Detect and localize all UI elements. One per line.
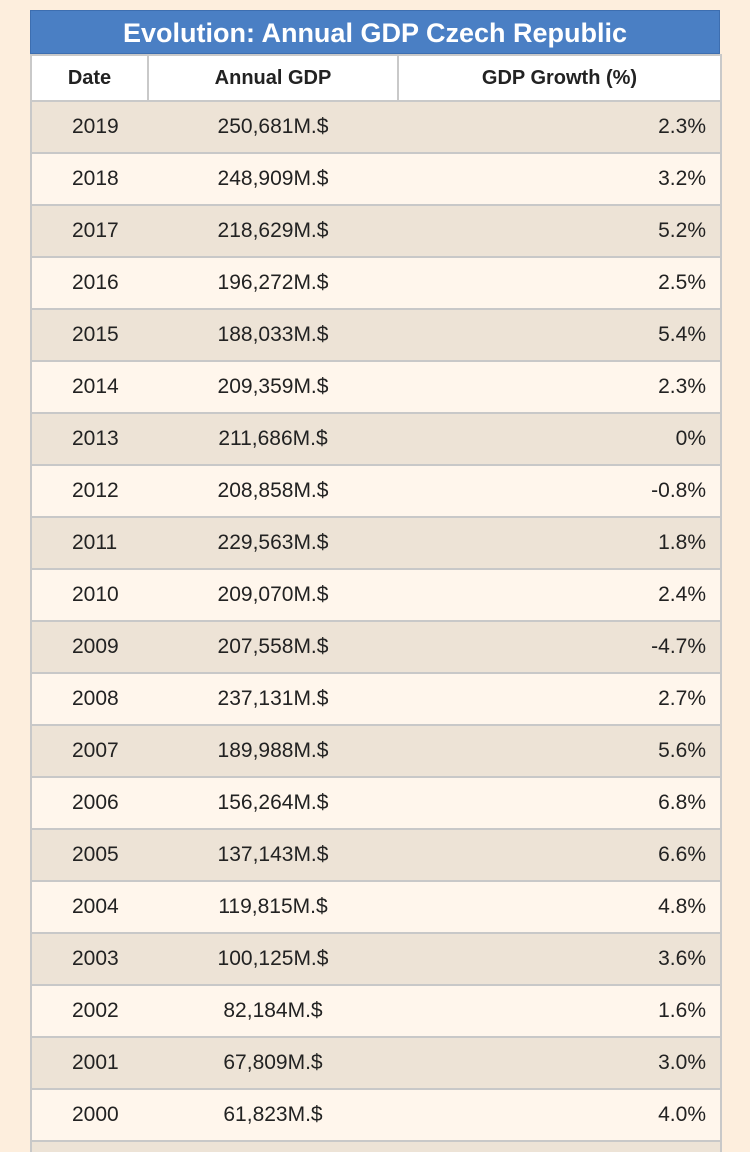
table-row: 2000 61,823M.$ 4.0% bbox=[30, 1088, 722, 1142]
table-row: 2018 248,909M.$ 3.2% bbox=[30, 152, 722, 206]
header-annual-gdp[interactable]: Annual GDP bbox=[147, 54, 399, 102]
gdp-growth-cell: 2.7% bbox=[398, 672, 722, 726]
annual-gdp-cell: 188,033M.$ bbox=[148, 308, 398, 362]
gdp-growth-cell: 5.6% bbox=[398, 724, 722, 778]
date-cell: 2010 bbox=[30, 568, 148, 622]
gdp-growth-cell: 6.8% bbox=[398, 776, 722, 830]
gdp-growth-cell: 5.2% bbox=[398, 204, 722, 258]
annual-gdp-cell: 211,686M.$ bbox=[148, 412, 398, 466]
table-body: 2019 250,681M.$ 2.3% 2018 248,909M.$ 3.2% 2017… bbox=[30, 100, 722, 1152]
annual-gdp-cell: 229,563M.$ bbox=[148, 516, 398, 570]
table-row: 2013 211,686M.$ 0% bbox=[30, 412, 722, 466]
header-gdp-growth[interactable]: GDP Growth (%) bbox=[397, 54, 722, 102]
table-row: 2017 218,629M.$ 5.2% bbox=[30, 204, 722, 258]
annual-gdp-cell: 248,909M.$ bbox=[148, 152, 398, 206]
annual-gdp-cell: 189,988M.$ bbox=[148, 724, 398, 778]
annual-gdp-cell: 207,558M.$ bbox=[148, 620, 398, 674]
date-cell: 2016 bbox=[30, 256, 148, 310]
header-date[interactable]: Date bbox=[30, 54, 149, 102]
annual-gdp-cell: 237,131M.$ bbox=[148, 672, 398, 726]
gdp-growth-cell: 3.2% bbox=[398, 152, 722, 206]
date-cell: 2019 bbox=[30, 100, 148, 154]
date-cell: 2017 bbox=[30, 204, 148, 258]
annual-gdp-cell: 82,184M.$ bbox=[148, 984, 398, 1038]
annual-gdp-cell: 218,629M.$ bbox=[148, 204, 398, 258]
annual-gdp-cell: 156,264M.$ bbox=[148, 776, 398, 830]
empty-cell bbox=[398, 1140, 722, 1152]
annual-gdp-cell: 137,143M.$ bbox=[148, 828, 398, 882]
gdp-growth-cell: -4.7% bbox=[398, 620, 722, 674]
gdp-growth-cell: 2.5% bbox=[398, 256, 722, 310]
gdp-growth-cell: 4.0% bbox=[398, 1088, 722, 1142]
gdp-growth-cell: -0.8% bbox=[398, 464, 722, 518]
date-cell: 2002 bbox=[30, 984, 148, 1038]
date-cell: 2004 bbox=[30, 880, 148, 934]
empty-cell bbox=[30, 1140, 148, 1152]
annual-gdp-cell: 196,272M.$ bbox=[148, 256, 398, 310]
gdp-growth-cell: 4.8% bbox=[398, 880, 722, 934]
table-row: 2016 196,272M.$ 2.5% bbox=[30, 256, 722, 310]
table-row: 2008 237,131M.$ 2.7% bbox=[30, 672, 722, 726]
table-row: 2015 188,033M.$ 5.4% bbox=[30, 308, 722, 362]
table-row-partial bbox=[30, 1140, 722, 1152]
date-cell: 2011 bbox=[30, 516, 148, 570]
table-title: Evolution: Annual GDP Czech Republic bbox=[30, 10, 720, 54]
date-cell: 2000 bbox=[30, 1088, 148, 1142]
date-cell: 2015 bbox=[30, 308, 148, 362]
gdp-growth-cell: 6.6% bbox=[398, 828, 722, 882]
date-cell: 2001 bbox=[30, 1036, 148, 1090]
annual-gdp-cell: 250,681M.$ bbox=[148, 100, 398, 154]
date-cell: 2014 bbox=[30, 360, 148, 414]
gdp-growth-cell: 2.4% bbox=[398, 568, 722, 622]
gdp-table: Date Annual GDP GDP Growth (%) 2019 250,6… bbox=[30, 54, 722, 1152]
empty-cell bbox=[148, 1140, 398, 1152]
table-row: 2014 209,359M.$ 2.3% bbox=[30, 360, 722, 414]
table-row: 2003 100,125M.$ 3.6% bbox=[30, 932, 722, 986]
table-header: Date Annual GDP GDP Growth (%) bbox=[30, 54, 722, 102]
table-row: 2007 189,988M.$ 5.6% bbox=[30, 724, 722, 778]
table-row: 2001 67,809M.$ 3.0% bbox=[30, 1036, 722, 1090]
header-row: Date Annual GDP GDP Growth (%) bbox=[30, 54, 722, 102]
annual-gdp-cell: 209,359M.$ bbox=[148, 360, 398, 414]
date-cell: 2005 bbox=[30, 828, 148, 882]
table-row: 2011 229,563M.$ 1.8% bbox=[30, 516, 722, 570]
annual-gdp-cell: 67,809M.$ bbox=[148, 1036, 398, 1090]
annual-gdp-cell: 209,070M.$ bbox=[148, 568, 398, 622]
table-row: 2009 207,558M.$ -4.7% bbox=[30, 620, 722, 674]
gdp-table-container: Evolution: Annual GDP Czech Republic Dat… bbox=[30, 10, 722, 1152]
table-row: 2006 156,264M.$ 6.8% bbox=[30, 776, 722, 830]
annual-gdp-cell: 208,858M.$ bbox=[148, 464, 398, 518]
gdp-growth-cell: 2.3% bbox=[398, 360, 722, 414]
date-cell: 2007 bbox=[30, 724, 148, 778]
gdp-growth-cell: 2.3% bbox=[398, 100, 722, 154]
gdp-growth-cell: 0% bbox=[398, 412, 722, 466]
table-row: 2010 209,070M.$ 2.4% bbox=[30, 568, 722, 622]
date-cell: 2013 bbox=[30, 412, 148, 466]
gdp-growth-cell: 5.4% bbox=[398, 308, 722, 362]
table-row: 2004 119,815M.$ 4.8% bbox=[30, 880, 722, 934]
date-cell: 2009 bbox=[30, 620, 148, 674]
table-row: 2019 250,681M.$ 2.3% bbox=[30, 100, 722, 154]
gdp-growth-cell: 1.8% bbox=[398, 516, 722, 570]
date-cell: 2008 bbox=[30, 672, 148, 726]
date-cell: 2006 bbox=[30, 776, 148, 830]
annual-gdp-cell: 119,815M.$ bbox=[148, 880, 398, 934]
table-row: 2012 208,858M.$ -0.8% bbox=[30, 464, 722, 518]
table-row: 2002 82,184M.$ 1.6% bbox=[30, 984, 722, 1038]
date-cell: 2018 bbox=[30, 152, 148, 206]
gdp-growth-cell: 3.6% bbox=[398, 932, 722, 986]
annual-gdp-cell: 100,125M.$ bbox=[148, 932, 398, 986]
annual-gdp-cell: 61,823M.$ bbox=[148, 1088, 398, 1142]
date-cell: 2012 bbox=[30, 464, 148, 518]
date-cell: 2003 bbox=[30, 932, 148, 986]
gdp-growth-cell: 1.6% bbox=[398, 984, 722, 1038]
table-row: 2005 137,143M.$ 6.6% bbox=[30, 828, 722, 882]
gdp-growth-cell: 3.0% bbox=[398, 1036, 722, 1090]
